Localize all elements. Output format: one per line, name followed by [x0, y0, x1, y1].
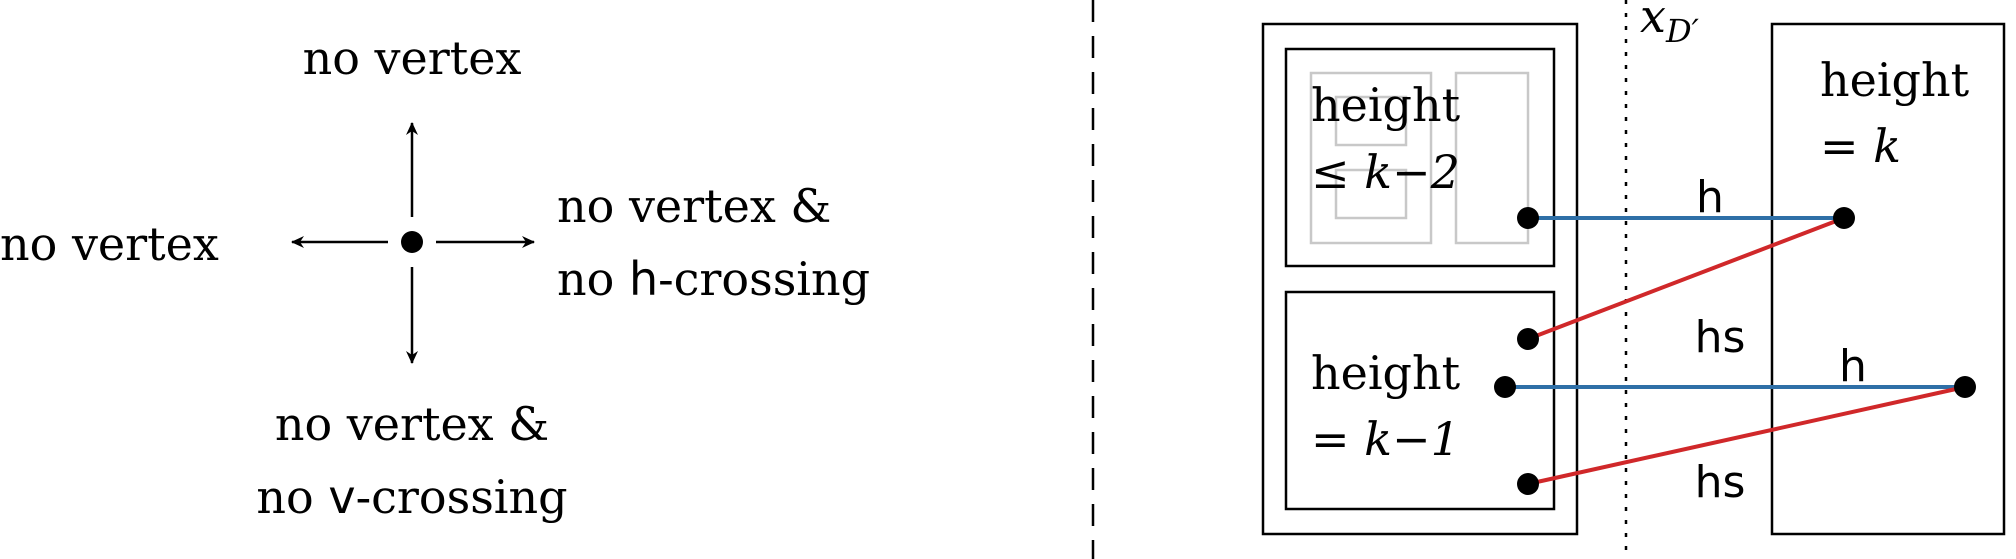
vertex-mid-2 [1494, 376, 1516, 398]
vertex-top-box [1517, 207, 1539, 229]
vertex-right-top [1833, 207, 1855, 229]
edge-hs-bottom [1528, 387, 1965, 484]
label-down-line2: no v-crossing [256, 470, 567, 524]
schematic-diagram: height ≤ k−2 height = k−1 xD′ height = k… [1263, 0, 2004, 559]
vertex-right-bottom [1954, 376, 1976, 398]
label-right-line2: no h-crossing [557, 252, 870, 306]
edge-label-hs-bottom: hs [1695, 457, 1746, 508]
label-up: no vertex [303, 31, 522, 85]
edge-label-h-top: h [1696, 172, 1724, 223]
vertex-mid-3 [1517, 473, 1539, 495]
edge-label-hs-top: hs [1695, 312, 1746, 363]
box-right-line2: = k [1820, 119, 1901, 173]
center-vertex [401, 231, 423, 253]
label-left: no vertex [0, 217, 219, 271]
label-down-line1: no vertex & [275, 397, 549, 451]
divider-label: xD′ [1640, 0, 1700, 50]
edge-label-h-bottom: h [1839, 341, 1867, 392]
box-height-eq-k-1 [1286, 292, 1554, 509]
box-mid-line2: = k−1 [1311, 412, 1460, 466]
edge-hs-top [1528, 218, 1844, 339]
box-mid-line1: height [1311, 346, 1461, 400]
vertex-mid-1 [1517, 328, 1539, 350]
box-top-line2: ≤ k−2 [1311, 145, 1460, 199]
label-right-line1: no vertex & [557, 179, 831, 233]
box-top-line1: height [1311, 78, 1461, 132]
compass-diagram: no vertex no vertex no vertex & no h-cro… [0, 31, 870, 524]
box-right-line1: height [1820, 53, 1970, 107]
